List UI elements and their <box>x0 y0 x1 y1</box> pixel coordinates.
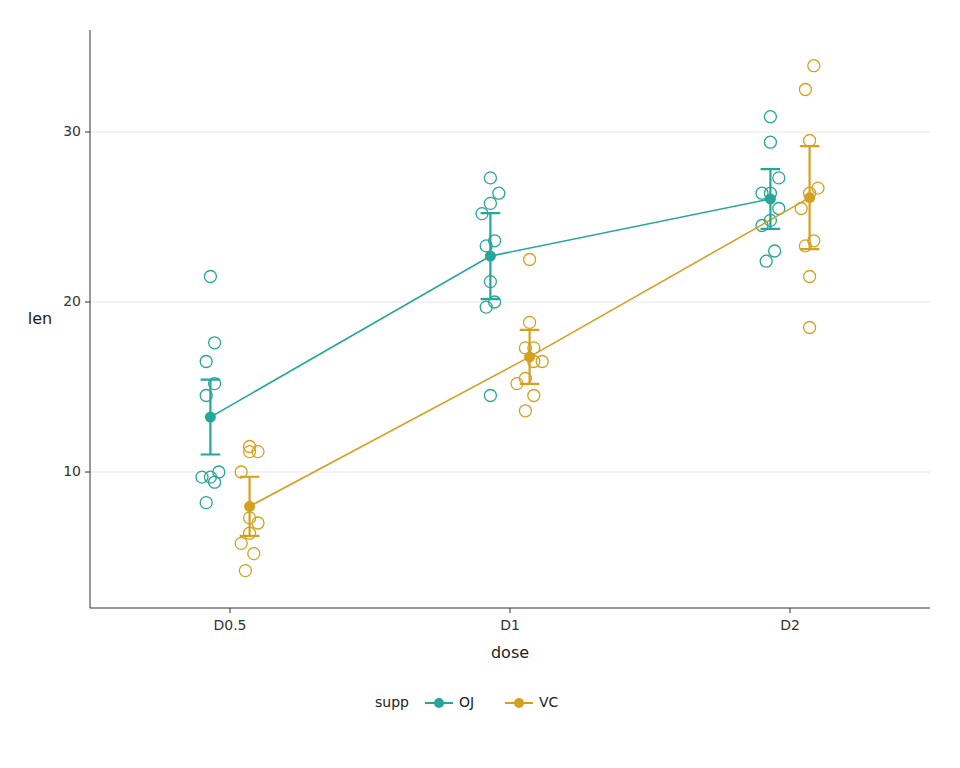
error-bars <box>240 146 820 536</box>
x-tick-label: D0.5 <box>213 617 246 633</box>
mean-line <box>250 198 810 507</box>
mean-marker <box>524 351 535 362</box>
raw-point <box>484 172 496 184</box>
raw-point <box>804 322 816 334</box>
legend-title: supp <box>375 694 409 710</box>
chart: 10 20 30 D0.5 D1 D2 dose len supp OJ VC <box>0 0 960 768</box>
raw-point <box>528 390 540 402</box>
grid-line <box>90 302 930 303</box>
raw-point <box>484 390 496 402</box>
raw-point <box>524 254 536 266</box>
grid <box>90 132 930 472</box>
error-bar <box>520 330 540 384</box>
raw-point <box>524 316 536 328</box>
x-tick <box>230 608 231 613</box>
raw-point <box>200 356 212 368</box>
y-tick-label: 10 <box>63 463 81 479</box>
raw-point <box>804 135 816 147</box>
error-bar <box>481 213 501 299</box>
legend-swatch-marker <box>434 698 444 708</box>
raw-point <box>769 245 781 257</box>
raw-point <box>812 182 824 194</box>
raw-point <box>200 497 212 509</box>
raw-point <box>239 565 251 577</box>
raw-point <box>248 548 260 560</box>
raw-point <box>808 60 820 72</box>
raw-point <box>799 84 811 96</box>
x-tick <box>790 608 791 613</box>
legend-label: VC <box>539 694 559 710</box>
raw-point <box>536 356 548 368</box>
error-bars <box>201 169 781 454</box>
x-tick-label: D1 <box>500 617 520 633</box>
grid-line <box>90 472 930 473</box>
raw-point <box>519 405 531 417</box>
y-tick <box>85 132 90 133</box>
raw-point <box>493 187 505 199</box>
y-tick <box>85 472 90 473</box>
x-tick <box>510 608 511 613</box>
error-bar <box>800 146 820 249</box>
mean-marker <box>485 251 496 262</box>
raw-points <box>235 60 824 577</box>
mean-marker <box>205 412 216 423</box>
legend-swatch-marker <box>514 698 524 708</box>
mean-marker <box>244 501 255 512</box>
y-tick-label: 30 <box>63 123 81 139</box>
mean-line <box>210 199 770 417</box>
raw-point <box>760 255 772 267</box>
x-axis-label: dose <box>491 643 529 662</box>
legend: supp OJ VC <box>375 694 559 710</box>
y-axis-label: len <box>28 309 52 328</box>
raw-point <box>773 172 785 184</box>
raw-point <box>764 111 776 123</box>
chart-container: 10 20 30 D0.5 D1 D2 dose len supp OJ VC <box>0 0 960 768</box>
legend-label: OJ <box>459 694 474 710</box>
plot-area <box>196 60 824 577</box>
mean-marker <box>765 193 776 204</box>
raw-point <box>235 537 247 549</box>
raw-point <box>252 517 264 529</box>
raw-point <box>484 197 496 209</box>
error-bar <box>240 477 260 536</box>
mean-marker <box>804 192 815 203</box>
y-tick-label: 20 <box>63 293 81 309</box>
page: {"chart_data": { "type": "line", "x_labe… <box>0 0 960 768</box>
raw-point <box>252 446 264 458</box>
raw-point <box>209 337 221 349</box>
raw-point <box>204 471 216 483</box>
grid-line <box>90 132 930 133</box>
y-tick <box>85 302 90 303</box>
x-tick-label: D2 <box>780 617 800 633</box>
error-bar <box>761 169 781 229</box>
raw-point <box>764 136 776 148</box>
raw-point <box>804 271 816 283</box>
axes: 10 20 30 D0.5 D1 D2 <box>63 30 930 633</box>
error-bar <box>201 380 221 455</box>
y-axis-line <box>90 30 91 608</box>
raw-point <box>204 271 216 283</box>
raw-points <box>196 111 785 509</box>
